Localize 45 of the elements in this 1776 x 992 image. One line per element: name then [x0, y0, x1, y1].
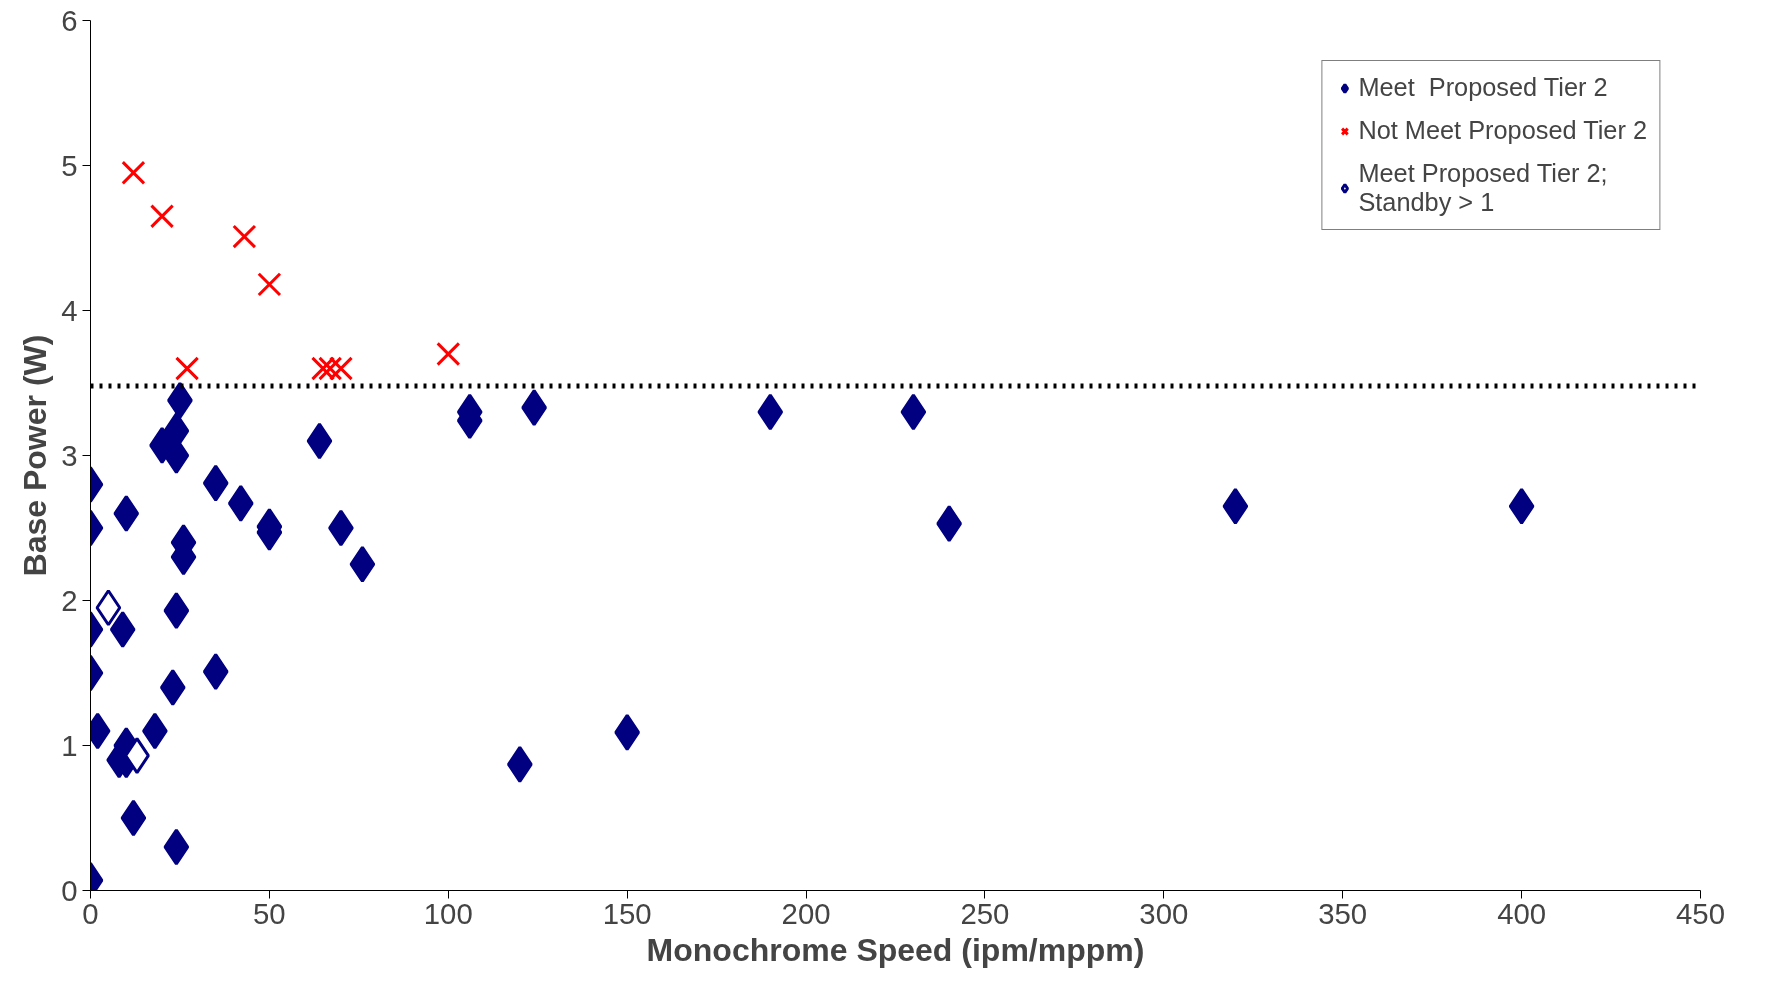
- y-tick-label: 5: [61, 148, 78, 182]
- point: [318, 356, 343, 381]
- point: [349, 545, 376, 583]
- legend-label: Meet Proposed Tier 2: [1358, 73, 1608, 102]
- point: [1222, 487, 1249, 525]
- point: [174, 356, 200, 381]
- point: [113, 495, 140, 532]
- y-tick-label: 3: [61, 438, 78, 472]
- point: [232, 224, 257, 249]
- legend-label: Not Meet Proposed Tier 2: [1358, 116, 1647, 145]
- point: [120, 799, 147, 837]
- x-tick-label: 450: [1676, 896, 1725, 930]
- point: [109, 611, 136, 648]
- y-axis-title: Base Power (W): [17, 334, 54, 577]
- x-tick-label: 350: [1318, 896, 1368, 930]
- y-tick-label: 0: [61, 873, 78, 907]
- point: [757, 393, 784, 431]
- x-tick-label: 150: [602, 896, 652, 930]
- point: [163, 828, 190, 866]
- x-tick-label: 0: [82, 896, 99, 930]
- legend-label: Meet Proposed Tier 2; Standby > 1: [1358, 159, 1608, 217]
- x-tick-label: 200: [781, 896, 831, 930]
- y-tick-label: 1: [61, 728, 78, 762]
- x-tick-label: 400: [1497, 896, 1547, 930]
- point: [227, 484, 254, 522]
- point: [1508, 487, 1535, 525]
- point: [202, 653, 229, 691]
- point: [149, 204, 175, 229]
- x-tick-label: 50: [253, 896, 286, 930]
- x-tick-label: 100: [423, 896, 473, 930]
- point: [306, 422, 333, 460]
- y-tick-label: 2: [61, 583, 78, 617]
- point: [121, 160, 146, 185]
- point: [159, 669, 186, 706]
- point: [900, 393, 927, 431]
- x-axis-title: Monochrome Speed (ipm/mppm): [646, 931, 1145, 968]
- point: [436, 341, 461, 367]
- x-tick-label: 300: [1139, 896, 1189, 930]
- point: [163, 592, 190, 630]
- point: [202, 464, 229, 502]
- point: [95, 589, 122, 627]
- y-tick-label: 6: [61, 3, 78, 37]
- x-tick-label: 250: [960, 896, 1010, 930]
- point: [257, 272, 282, 297]
- y-tick-label: 4: [61, 293, 78, 327]
